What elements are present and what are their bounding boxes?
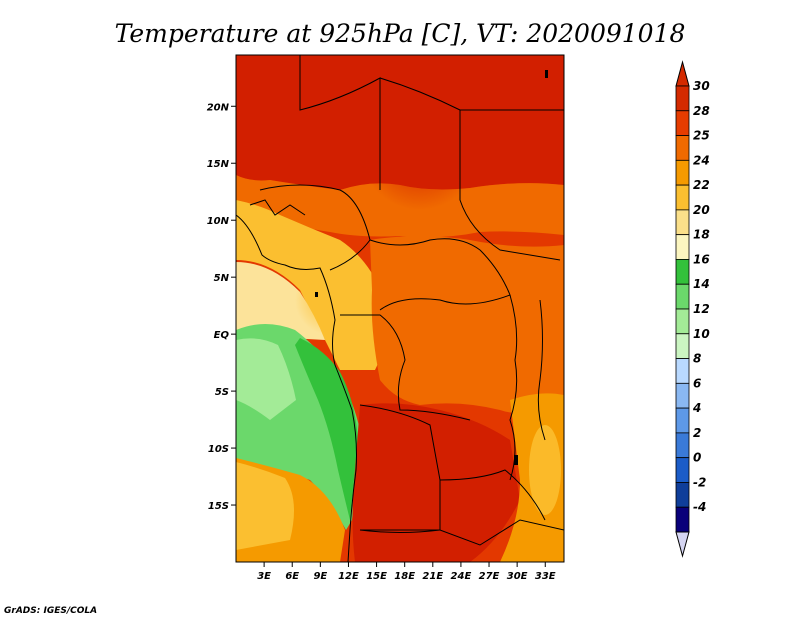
field-blob-1: [360, 90, 480, 210]
field-blob-3: [295, 265, 365, 335]
colorbar-segment: [675, 259, 690, 285]
field-blob-2: [395, 275, 505, 385]
colorbar-segment: [675, 482, 690, 508]
border-niger-chad: [299, 55, 381, 190]
grads-credit: GrADS: IGES/COLA: [4, 606, 97, 616]
border-south: [360, 519, 564, 546]
colorbar-segment: [675, 432, 690, 459]
lat-tick-label: 10S: [208, 444, 229, 455]
latitude-axis: 20N 15N 10N 5N EQ 5S 10S 15S: [207, 102, 236, 512]
colorbar-segment: [675, 457, 690, 483]
lon-tick-label: 24E: [451, 571, 472, 582]
colorbar-label: 12: [693, 302, 710, 316]
colorbar-label: 2: [693, 426, 701, 440]
colorbar-label: 4: [692, 401, 701, 415]
lake-3: [545, 70, 548, 78]
colorbar-segment: [675, 234, 690, 260]
map-frame: [235, 54, 565, 563]
colorbar-label: 25: [693, 129, 710, 143]
border-drc-east: [509, 294, 518, 481]
country-borders: [236, 55, 564, 562]
field-south-atlantic-light: [236, 462, 294, 550]
colorbar-label: 0: [693, 451, 701, 465]
colorbar-segment: [675, 333, 690, 359]
lon-tick-label: 3E: [257, 571, 271, 582]
colorbar-label: -2: [693, 475, 706, 489]
colorbar-segment: [675, 283, 690, 310]
lon-tick-label: 15E: [366, 571, 387, 582]
colorbar-segment: [675, 159, 690, 186]
field-south-red: [352, 403, 520, 562]
lake-2: [514, 455, 518, 465]
colorbar-label: 28: [693, 104, 710, 118]
colorbar-label: 22: [693, 178, 710, 192]
border-east-lake: [537, 299, 546, 441]
lake-1: [315, 292, 318, 297]
lon-tick-label: 21E: [422, 571, 443, 582]
colorbar-label: 14: [693, 277, 710, 291]
colorbar-segment: [675, 184, 690, 211]
colorbar-segment: [675, 110, 690, 136]
temperature-field: [236, 55, 564, 562]
border-nigeria: [259, 184, 371, 271]
colorbar-label: 10: [693, 327, 710, 341]
border-north-sudan: [379, 77, 564, 111]
colorbar-label: 20: [693, 203, 710, 217]
field-ocean-pale: [236, 338, 296, 420]
lon-tick-label: 33E: [535, 571, 556, 582]
colorbar-label: -4: [693, 500, 706, 514]
colorbar-label: 24: [693, 153, 710, 167]
border-congo-basin: [340, 314, 471, 421]
colorbar-segment: [675, 407, 690, 434]
lat-tick-label: 20N: [207, 102, 230, 113]
longitude-axis: 3E 6E 9E 12E 15E 18E 21E 24E 27E 30E 33E: [257, 562, 556, 582]
border-coastline: [236, 214, 357, 562]
lon-tick-label: 12E: [338, 571, 359, 582]
lon-tick-label: 30E: [507, 571, 528, 582]
colorbar-label: 6: [693, 376, 701, 390]
colorbar-top-arrow: [675, 60, 690, 87]
border-west-small: [249, 199, 306, 216]
lat-tick-label: 5S: [215, 387, 229, 398]
border-zambia: [439, 469, 546, 521]
lat-tick-label: 15N: [207, 159, 230, 170]
colorbar-segment: [675, 506, 690, 533]
border-chad-sudan: [459, 110, 561, 261]
field-east-spot: [529, 425, 561, 515]
colorbar-label: 30: [693, 79, 710, 93]
colorbar-segment: [675, 382, 690, 409]
colorbar-label: 16: [693, 252, 710, 266]
lake-markers: [315, 70, 548, 465]
lon-tick-label: 18E: [394, 571, 415, 582]
lat-tick-label: 15S: [208, 501, 229, 512]
colorbar-bottom-arrow: [675, 531, 690, 558]
lon-tick-label: 9E: [313, 571, 327, 582]
lat-tick-label: EQ: [214, 330, 230, 341]
colorbar-segment: [675, 358, 690, 384]
colorbar-segment: [675, 209, 690, 236]
colorbar-segment: [675, 135, 690, 161]
lat-tick-label: 5N: [214, 273, 230, 284]
colorbar-segment: [675, 308, 690, 335]
lon-tick-label: 27E: [479, 571, 500, 582]
border-car: [369, 238, 511, 311]
colorbar-label: 8: [693, 352, 701, 366]
map-title: Temperature at 925hPa [C], VT: 202009101…: [115, 19, 686, 48]
lon-tick-label: 6E: [285, 571, 299, 582]
colorbar-segment: [675, 85, 690, 112]
lat-tick-label: 10N: [207, 216, 230, 227]
colorbar-label: 18: [693, 228, 710, 242]
